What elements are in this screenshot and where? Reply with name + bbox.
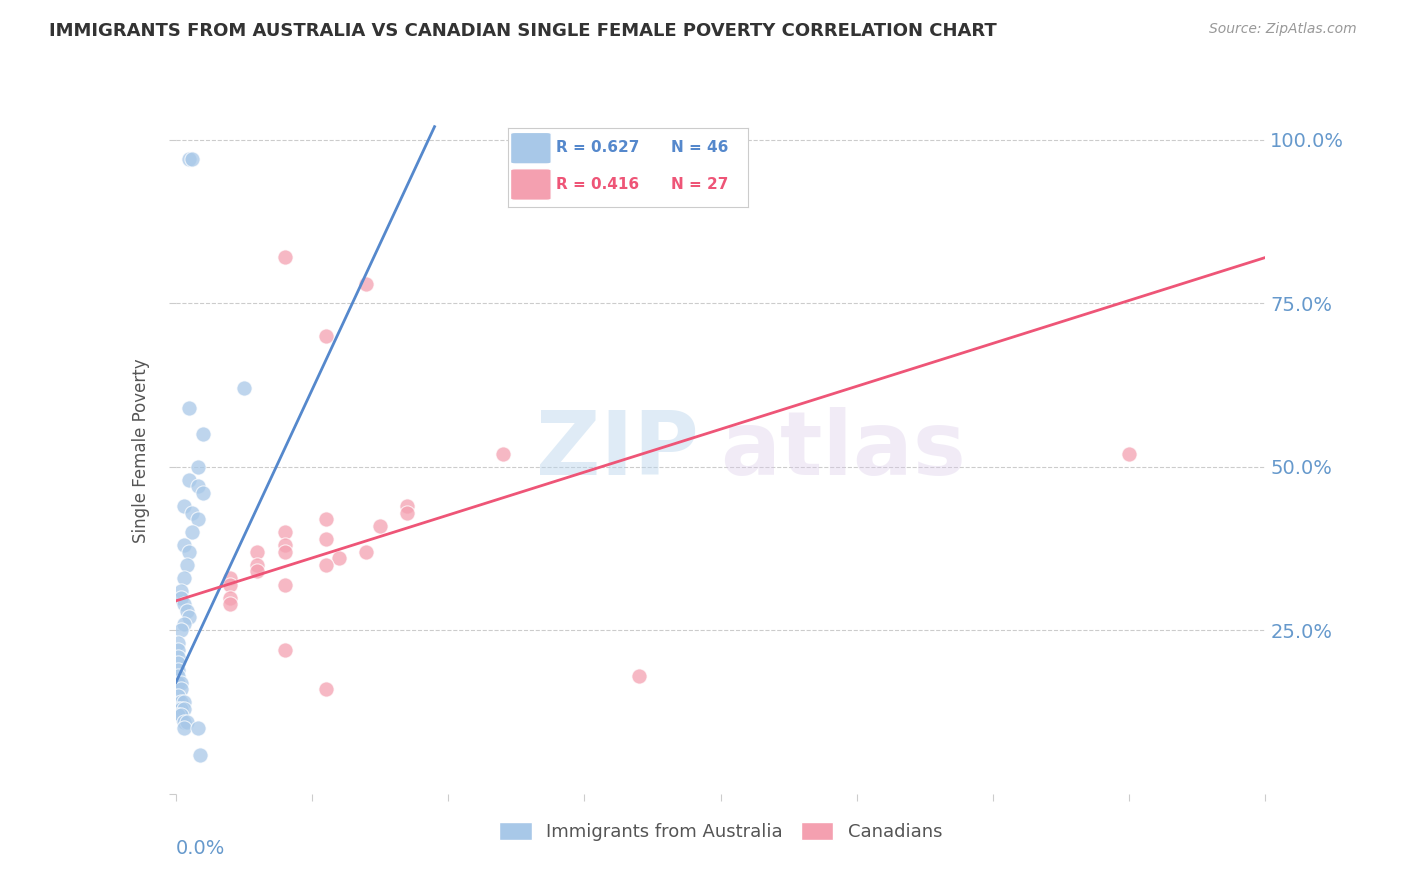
Y-axis label: Single Female Poverty: Single Female Poverty [132, 359, 150, 542]
Point [173, 722, 195, 736]
Point [315, 558, 337, 572]
Point [274, 251, 297, 265]
Legend: Immigrants from Australia, Canadians: Immigrants from Australia, Canadians [491, 814, 950, 850]
Text: ZIP: ZIP [536, 407, 699, 494]
Point [179, 401, 201, 415]
Point [170, 591, 193, 605]
Point [170, 682, 193, 697]
Point [167, 708, 190, 723]
Point [396, 506, 419, 520]
Point [170, 702, 193, 716]
Point [173, 538, 195, 552]
Point [627, 669, 650, 683]
Point [173, 695, 195, 709]
Point [274, 643, 297, 657]
Point [186, 512, 209, 526]
Point [246, 565, 269, 579]
Point [315, 682, 337, 697]
Point [246, 558, 269, 572]
Point [176, 714, 198, 729]
Point [167, 649, 190, 664]
Point [173, 702, 195, 716]
Point [167, 643, 190, 657]
Point [176, 604, 198, 618]
Point [179, 153, 201, 167]
Point [170, 708, 193, 723]
Point [167, 669, 190, 683]
Point [232, 381, 254, 395]
Point [368, 518, 391, 533]
Text: atlas: atlas [721, 407, 966, 494]
Point [167, 663, 190, 677]
Point [167, 702, 190, 716]
Point [186, 479, 209, 493]
Point [219, 571, 242, 585]
Point [176, 558, 198, 572]
Point [274, 577, 297, 591]
Point [356, 277, 378, 291]
Text: IMMIGRANTS FROM AUSTRALIA VS CANADIAN SINGLE FEMALE POVERTY CORRELATION CHART: IMMIGRANTS FROM AUSTRALIA VS CANADIAN SI… [49, 22, 997, 40]
Point [219, 577, 242, 591]
Point [186, 722, 209, 736]
Point [173, 499, 195, 513]
Point [356, 545, 378, 559]
Point [173, 616, 195, 631]
Point [328, 551, 350, 566]
Point [274, 525, 297, 540]
Point [179, 473, 201, 487]
Point [167, 675, 190, 690]
Point [170, 695, 193, 709]
Point [170, 584, 193, 599]
Point [492, 447, 515, 461]
Point [181, 525, 204, 540]
Point [170, 624, 193, 638]
Point [1118, 447, 1140, 461]
Point [315, 512, 337, 526]
Point [167, 689, 190, 703]
Point [170, 675, 193, 690]
Point [181, 153, 204, 167]
Point [167, 636, 190, 650]
Point [186, 459, 209, 474]
Point [274, 545, 297, 559]
Point [181, 506, 204, 520]
Point [219, 597, 242, 611]
Point [315, 329, 337, 343]
Point [173, 597, 195, 611]
Point [396, 499, 419, 513]
Point [173, 714, 195, 729]
Point [246, 545, 269, 559]
Point [315, 532, 337, 546]
Point [191, 486, 214, 500]
Point [219, 591, 242, 605]
Point [179, 545, 201, 559]
Point [188, 747, 211, 762]
Point [179, 610, 201, 624]
Point [173, 571, 195, 585]
Point [167, 656, 190, 670]
Text: Source: ZipAtlas.com: Source: ZipAtlas.com [1209, 22, 1357, 37]
Point [274, 538, 297, 552]
Text: 0.0%: 0.0% [176, 838, 225, 857]
Point [191, 427, 214, 442]
